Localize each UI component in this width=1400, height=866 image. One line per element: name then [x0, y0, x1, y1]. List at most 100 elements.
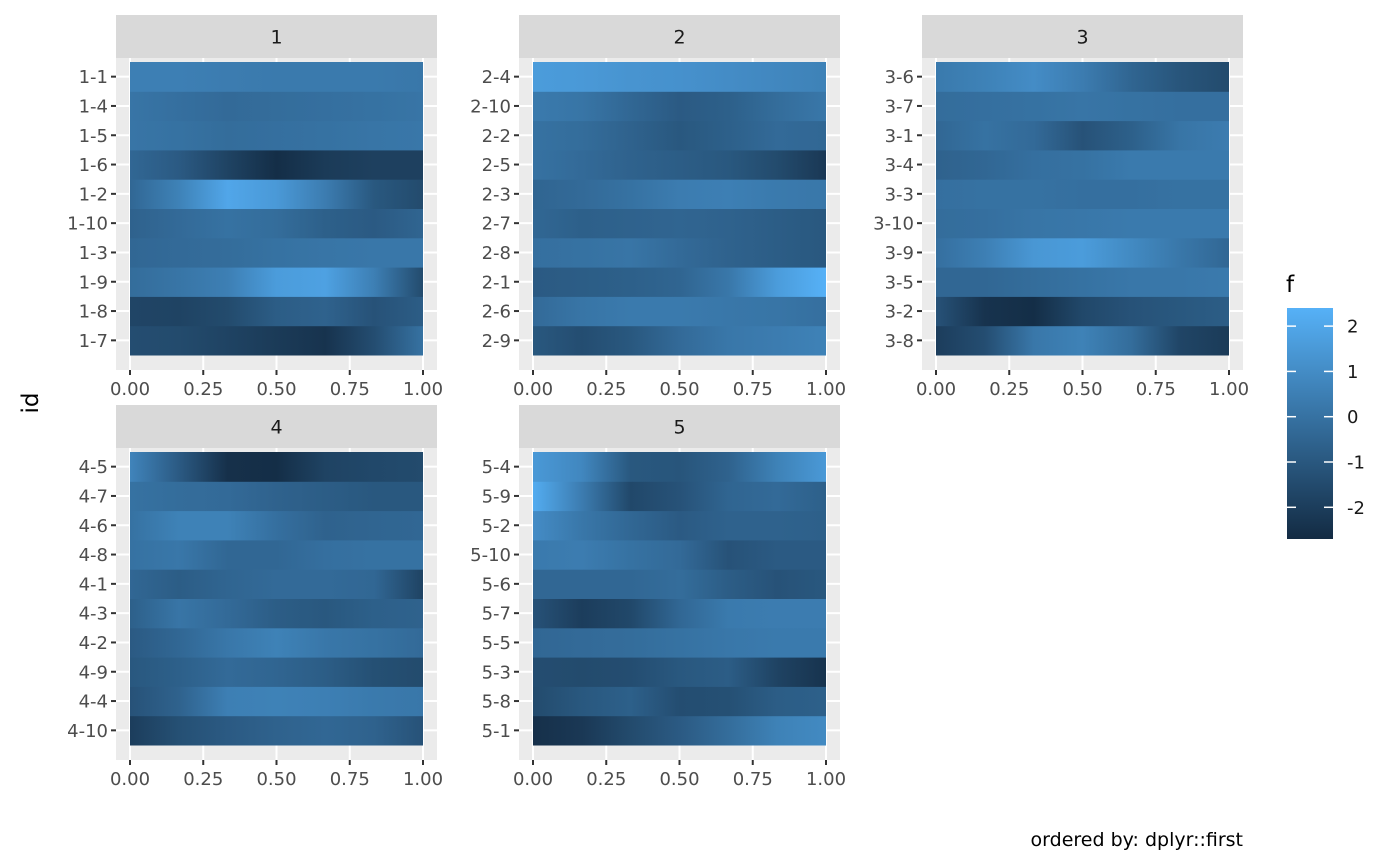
heatmap-row-4-9	[130, 657, 423, 687]
heatmap-row-3-2	[936, 296, 1229, 327]
y-tick-label: 4-5	[79, 457, 108, 478]
heatmap-row-4-5	[130, 452, 423, 482]
heatmap-row-5-1	[533, 715, 826, 746]
x-tick-label: 0.00	[110, 379, 150, 400]
heatmap-row-5-8	[533, 686, 826, 717]
y-tick-label: 2-1	[482, 272, 511, 293]
y-tick-label: 2-7	[482, 214, 511, 235]
x-tick-label: 0.00	[513, 379, 553, 400]
x-tick-label: 0.75	[733, 379, 773, 400]
heatmap-row-4-8	[130, 539, 423, 570]
facet-strip-label: 4	[270, 417, 282, 439]
y-tick-label: 3-5	[885, 272, 914, 293]
heatmap-row-2-8	[533, 237, 826, 268]
legend-tick-label: -1	[1347, 453, 1365, 474]
heatmap-row-2-10	[533, 91, 826, 122]
heatmap-row-1-7	[130, 325, 423, 356]
heatmap-row-3-8	[936, 325, 1229, 356]
facet-strip	[116, 405, 437, 448]
y-tick-label: 3-1	[885, 126, 914, 147]
y-tick-label: 2-5	[482, 155, 511, 176]
heatmap-row-5-10	[533, 539, 826, 570]
x-tick-label: 0.00	[513, 769, 553, 790]
heatmap-row-5-5	[533, 627, 826, 658]
heatmap-row-2-3	[533, 179, 826, 209]
heatmap-row-1-9	[130, 267, 423, 297]
y-tick-label: 3-9	[885, 243, 914, 264]
heatmap-row-5-7	[533, 598, 826, 629]
y-tick-label: 1-3	[79, 243, 108, 264]
heatmap-row-1-1	[130, 62, 423, 92]
facet-panels: 1 1-7 1-8 1-9 1-3 1-10 1-2 1-6 1-5 1-4 1-1 0.00 0.25…	[67, 15, 1249, 790]
heatmap-row-5-3	[533, 657, 826, 687]
heatmap-row-4-7	[130, 481, 423, 512]
y-tick-label: 1-1	[79, 67, 108, 88]
y-tick-label: 2-9	[482, 331, 511, 352]
x-tick-label: 0.25	[989, 379, 1029, 400]
heatmap-row-1-10	[130, 208, 423, 239]
x-tick-label: 0.25	[183, 379, 223, 400]
y-tick-label: 2-4	[482, 67, 511, 88]
y-tick-label: 5-6	[482, 574, 511, 595]
x-tick-label: 0.50	[659, 379, 699, 400]
y-tick-label: 4-1	[79, 574, 108, 595]
y-tick-label: 3-3	[885, 184, 914, 205]
y-tick-label: 5-4	[482, 457, 511, 478]
facet-panel-3: 3 3-8 3-2 3-5 3-9 3-10 3-3 3-4 3-1 3-7 3-6 0.00 0.25…	[873, 15, 1249, 400]
x-tick-label: 0.25	[183, 769, 223, 790]
y-tick-label: 1-4	[79, 96, 108, 117]
y-tick-label: 2-6	[482, 302, 511, 323]
facet-strip	[519, 15, 840, 58]
y-tick-label: 1-9	[79, 272, 108, 293]
x-tick-label: 1.00	[806, 769, 846, 790]
heatmap-row-3-3	[936, 179, 1229, 209]
facet-panel-5: 5 5-1 5-8 5-3 5-5 5-7 5-6 5-10 5-2 5-9 5-4 0.00 0.25…	[470, 405, 846, 790]
y-tick-label: 3-10	[873, 214, 914, 235]
y-tick-label: 3-6	[885, 67, 914, 88]
heatmap-row-2-4	[533, 62, 826, 92]
y-tick-label: 3-4	[885, 155, 914, 176]
heatmap-row-2-2	[533, 120, 826, 151]
y-tick-label: 5-7	[482, 604, 511, 625]
facet-strip-label: 3	[1076, 27, 1088, 49]
y-tick-label: 5-1	[482, 721, 511, 742]
heatmap-row-1-4	[130, 91, 423, 122]
x-tick-label: 1.00	[1209, 379, 1249, 400]
heatmap-row-1-5	[130, 120, 423, 151]
x-tick-label: 0.75	[330, 379, 370, 400]
x-tick-label: 0.50	[256, 769, 296, 790]
facet-panel-2: 2 2-9 2-6 2-1 2-8 2-7 2-3 2-5 2-2 2-10 2-4 0.00 0.25…	[470, 15, 846, 400]
heatmap-row-4-4	[130, 686, 423, 717]
y-tick-label: 3-7	[885, 96, 914, 117]
y-tick-label: 5-8	[482, 692, 511, 713]
y-tick-label: 1-5	[79, 126, 108, 147]
color-legend: f 2 1 0 -1 -2	[1286, 272, 1365, 539]
legend-title: f	[1286, 272, 1295, 298]
y-tick-label: 5-10	[470, 545, 511, 566]
y-tick-label: 4-10	[67, 721, 108, 742]
heatmap-row-1-3	[130, 237, 423, 268]
facet-strip-label: 1	[270, 27, 282, 49]
x-tick-label: 0.75	[1136, 379, 1176, 400]
heatmap-row-2-9	[533, 325, 826, 356]
y-tick-label: 2-3	[482, 184, 511, 205]
legend-tick-label: 2	[1347, 317, 1358, 338]
legend-tick-label: 0	[1347, 407, 1358, 428]
y-tick-label: 4-7	[79, 486, 108, 507]
x-tick-label: 0.25	[586, 379, 626, 400]
caption: ordered by: dplyr::first	[1031, 829, 1243, 851]
heatmap-row-3-1	[936, 120, 1229, 151]
x-tick-label: 0.50	[256, 379, 296, 400]
x-tick-label: 0.50	[1062, 379, 1102, 400]
heatmap-row-4-2	[130, 627, 423, 658]
heatmap-row-2-7	[533, 208, 826, 239]
heatmap-row-1-6	[130, 149, 423, 180]
heatmap-row-3-4	[936, 149, 1229, 180]
facet-panel-4: 4 4-10 4-4 4-9 4-2 4-3 4-1 4-8 4-6 4-7 4-5 0.00 0.25…	[67, 405, 443, 790]
heatmap-row-2-6	[533, 296, 826, 327]
x-tick-label: 1.00	[403, 769, 443, 790]
facet-strip	[116, 15, 437, 58]
heatmap-row-4-1	[130, 569, 423, 599]
facet-strip	[519, 405, 840, 448]
x-tick-label: 0.00	[916, 379, 956, 400]
